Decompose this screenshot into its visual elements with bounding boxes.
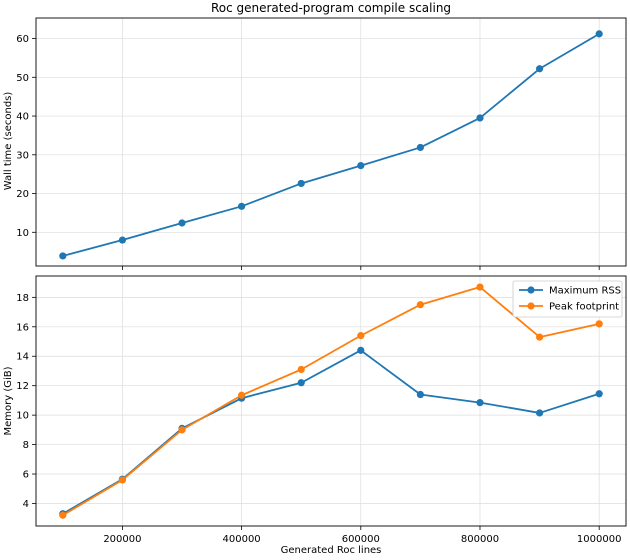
wall-time-series-0-point — [118, 236, 127, 244]
x-axis-label: Generated Roc lines — [281, 545, 382, 556]
memory-peak-footprint-point — [297, 365, 305, 374]
memory-maximum-rss-point — [595, 390, 603, 398]
wall-time-y-tick-label: 30 — [16, 150, 29, 161]
wall-time-series-0-point — [595, 30, 603, 38]
memory-y-tick-label: 6 — [23, 470, 29, 481]
memory-ticks: 200000 400000 600000 800000 1000000 4 6 8 10 12 14… — [16, 293, 621, 545]
wall-time-y-axis-label: Wall time (seconds) — [3, 92, 14, 191]
memory-peak-footprint-point — [238, 391, 246, 399]
wall-time-series-0-point — [535, 65, 544, 73]
memory-y-tick-label: 16 — [16, 322, 29, 333]
memory-y-axis-label: Memory (GiB) — [3, 366, 14, 435]
memory-maximum-rss-point — [476, 399, 484, 407]
wall-time-y-tick-label: 20 — [16, 189, 29, 200]
memory-peak-footprint-point — [416, 301, 424, 309]
legend-label-peak-footprint: Peak footprint — [549, 302, 619, 313]
memory-y-tick-label: 12 — [16, 381, 29, 392]
memory-peak-footprint-line — [62, 286, 600, 517]
memory-x-tick-label: 600000 — [342, 534, 380, 545]
legend-label-maximum-rss: Maximum RSS — [549, 286, 621, 297]
memory-peak-footprint-point — [595, 320, 603, 328]
legend: Maximum RSS Peak footprint — [512, 280, 623, 318]
memory-peak-footprint-point — [59, 511, 67, 519]
wall-time-series-0-point — [357, 162, 365, 170]
wall-time-ticks: 10 20 30 40 50 60 — [16, 34, 600, 270]
memory-peak-footprint-point — [178, 426, 186, 434]
wall-time-y-tick-label: 50 — [16, 73, 29, 84]
wall-time-series-0-point — [238, 202, 246, 210]
memory-plot-frame — [35, 275, 627, 527]
legend-entry-maximum-rss: Maximum RSS — [519, 286, 621, 297]
memory-series — [59, 283, 603, 519]
memory-maximum-rss-point — [357, 346, 365, 354]
wall-time-series-0-point — [416, 143, 424, 152]
memory-y-tick-label: 18 — [16, 293, 29, 304]
memory-y-tick-label: 8 — [23, 440, 29, 451]
memory-grid — [36, 276, 626, 526]
memory-peak-footprint-point — [535, 333, 544, 341]
memory-y-tick-label: 10 — [16, 411, 29, 422]
memory-panel: 200000 400000 600000 800000 1000000 4 6 8 10 12 14… — [3, 275, 627, 556]
wall-time-series-0-point — [476, 114, 484, 122]
memory-y-tick-label: 4 — [23, 499, 29, 510]
memory-maximum-rss-point — [416, 390, 424, 399]
legend-marker-maximum-rss — [527, 286, 535, 294]
memory-maximum-rss-point — [297, 379, 305, 387]
wall-time-plot-frame — [35, 17, 627, 267]
legend-marker-peak-footprint — [527, 302, 535, 310]
wall-time-y-tick-label: 60 — [16, 34, 29, 45]
memory-peak-footprint-point — [476, 283, 484, 291]
memory-x-tick-label: 200000 — [103, 534, 141, 545]
wall-time-series — [59, 30, 603, 260]
wall-time-y-tick-label: 40 — [16, 112, 29, 123]
wall-time-series-0-point — [59, 252, 67, 260]
memory-x-tick-label: 800000 — [461, 534, 499, 545]
wall-time-series-0-line — [62, 33, 600, 257]
memory-y-tick-label: 14 — [16, 352, 29, 363]
memory-maximum-rss-line — [62, 349, 600, 515]
wall-time-grid — [36, 18, 626, 266]
memory-maximum-rss-point — [535, 409, 544, 417]
memory-x-tick-label: 400000 — [223, 534, 261, 545]
chart-title: Roc generated-program compile scaling — [211, 1, 451, 15]
wall-time-series-0-point — [297, 179, 305, 188]
legend-entry-peak-footprint: Peak footprint — [519, 302, 619, 313]
wall-time-series-0-point — [178, 219, 186, 227]
memory-x-tick-label: 1000000 — [577, 534, 622, 545]
wall-time-y-tick-label: 10 — [16, 228, 29, 239]
memory-peak-footprint-point — [118, 476, 127, 484]
wall-time-panel: 10 20 30 40 50 60 Wall time (seconds) — [3, 17, 627, 270]
memory-peak-footprint-point — [357, 332, 365, 340]
